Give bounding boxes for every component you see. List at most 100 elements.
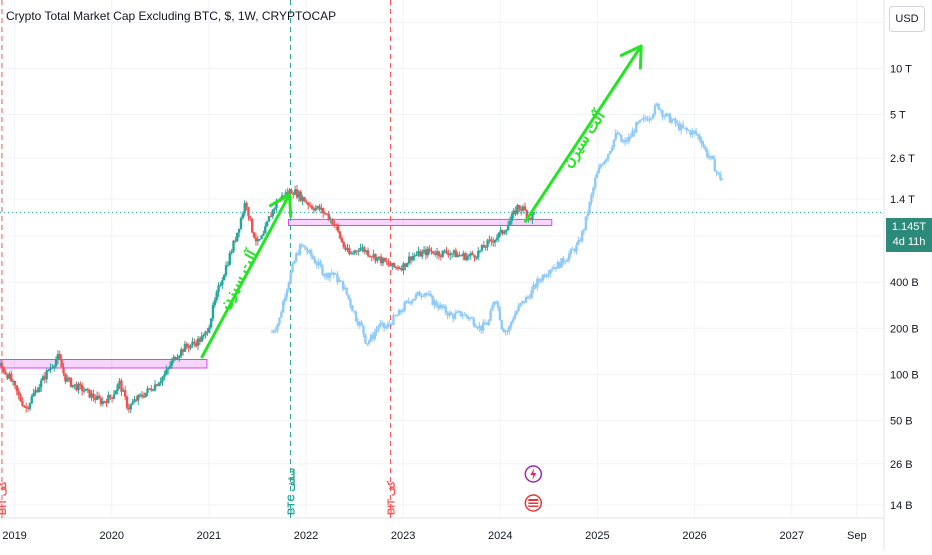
candle-body (286, 192, 289, 194)
candle-body (465, 256, 469, 260)
candle-body (320, 208, 323, 210)
projection-candle (399, 310, 403, 313)
projection-candle (285, 289, 289, 298)
candle-body (305, 201, 308, 203)
candle-body (148, 388, 151, 390)
projection-candle (270, 331, 274, 333)
trend-arrow-line (524, 44, 643, 223)
flag-icon (528, 499, 539, 507)
candle-body (189, 344, 192, 349)
x-tick-label: 2027 (779, 530, 803, 542)
projection-candle (405, 300, 408, 303)
candle-body (206, 331, 209, 333)
projection-candle (341, 281, 345, 290)
projection-candle (511, 319, 515, 322)
projection-candle (631, 131, 634, 137)
support-zone (0, 358, 208, 369)
candle-body (460, 255, 463, 257)
candle-body (194, 343, 198, 346)
currency-button[interactable]: USD (889, 6, 925, 32)
candle-body (232, 240, 235, 252)
projection-candle (575, 244, 578, 252)
projection-candle (593, 178, 597, 188)
projection-candle (597, 167, 601, 174)
candle-body (137, 395, 140, 401)
projection-candle (324, 273, 328, 277)
candle-body (533, 212, 536, 214)
projection-candle (582, 229, 586, 231)
projection-candle (407, 300, 410, 302)
candle-body (99, 398, 103, 405)
candle-body (325, 213, 329, 215)
candle-body (208, 327, 211, 333)
projection-candle (457, 311, 461, 313)
candle-body (247, 207, 250, 217)
candle-body (484, 246, 487, 248)
candle-body (363, 247, 366, 252)
projection-candle (663, 116, 666, 118)
candle-body (385, 261, 388, 263)
candle-body (58, 353, 61, 360)
projection-candle (687, 130, 690, 132)
projection-candle (364, 333, 367, 344)
projection-candle (438, 304, 442, 309)
candle-body (161, 376, 164, 382)
candle-body (54, 359, 58, 367)
candle-body (420, 251, 424, 257)
projection-candle (330, 272, 333, 274)
projection-candle (648, 118, 651, 121)
candle-body (469, 253, 472, 256)
candle-body (415, 254, 418, 256)
projection-candle (410, 300, 414, 304)
projection-candle (711, 155, 715, 159)
projection-candle (536, 278, 539, 288)
candle-body (409, 256, 413, 261)
projection-candle (352, 311, 356, 313)
projection-candle (709, 155, 713, 157)
projection-candle (565, 259, 569, 262)
candle-body (520, 208, 523, 211)
candle-body (159, 381, 162, 384)
projection-candle (381, 322, 384, 324)
projection-candle (412, 298, 416, 301)
candle-body (109, 394, 112, 398)
projection-candle (461, 315, 464, 317)
candle-body (370, 256, 373, 258)
projection-candle (577, 240, 580, 245)
projection-candle (719, 173, 722, 180)
projection-series (270, 102, 724, 347)
projection-candle (530, 289, 533, 299)
projection-candle (689, 130, 692, 135)
projection-candle (311, 255, 315, 259)
candle-body (234, 240, 237, 242)
candle-body (434, 253, 437, 255)
projection-candle (493, 301, 496, 306)
projection-candle (308, 250, 311, 253)
projection-candle (373, 332, 376, 339)
candle-body (366, 250, 370, 256)
candle-body (333, 224, 336, 226)
projection-candle (547, 273, 550, 276)
candle-body (75, 384, 78, 391)
projection-candle (455, 311, 459, 314)
candle-body (142, 396, 146, 398)
x-tick-label: 2023 (391, 530, 415, 542)
candle-body (174, 356, 177, 360)
candle-body (47, 369, 50, 371)
candle-body (127, 407, 131, 410)
candle-body (264, 226, 267, 234)
projection-candle (618, 134, 621, 136)
projection-candle (388, 323, 391, 325)
projection-candle (646, 118, 649, 121)
candle-body (151, 390, 155, 392)
candle-body (293, 189, 297, 195)
projection-candle (640, 119, 644, 121)
projection-candle (564, 261, 567, 263)
projection-candle (579, 240, 582, 242)
candle-body (254, 237, 258, 242)
candle-body (32, 393, 35, 397)
candle-body (443, 250, 446, 252)
projection-candle (534, 284, 537, 288)
